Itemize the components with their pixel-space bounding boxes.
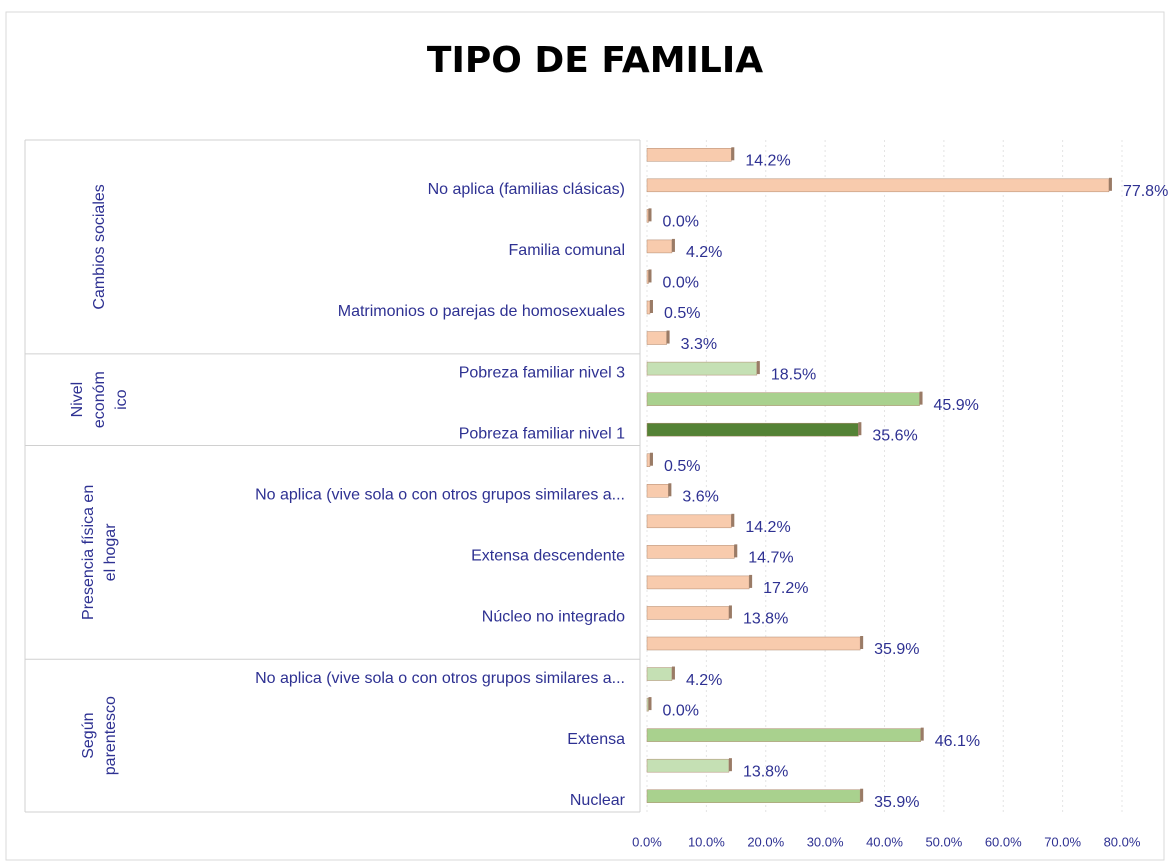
value-label: 0.0%	[663, 214, 699, 231]
bar-edge	[731, 513, 735, 527]
x-tick-label: 0.0%	[632, 834, 662, 849]
group-label: parentesco	[102, 696, 119, 775]
value-label: 14.2%	[745, 519, 790, 536]
bar	[646, 239, 673, 254]
bar	[646, 270, 649, 284]
bar-edge	[648, 269, 652, 283]
bar	[646, 667, 673, 681]
bar	[646, 178, 1110, 193]
bar-edge	[649, 300, 653, 313]
bar	[646, 636, 861, 651]
chart-border	[5, 11, 1165, 861]
bar	[646, 361, 758, 376]
category-label: No aplica (familias clásicas)	[428, 181, 625, 198]
bar	[646, 484, 669, 498]
bar-edge	[756, 361, 760, 375]
bar-edge	[671, 666, 675, 680]
bar	[646, 606, 730, 620]
group-label: ico	[113, 389, 130, 410]
value-label: 0.5%	[664, 305, 700, 322]
bar-edge	[919, 391, 923, 405]
bar-edge	[666, 330, 670, 344]
bar	[646, 575, 750, 590]
bar-edge	[648, 208, 652, 222]
bar-edge	[731, 147, 735, 161]
bar	[646, 392, 920, 406]
bar	[646, 148, 732, 162]
bar	[646, 728, 921, 742]
x-tick-label: 30.0%	[807, 834, 844, 849]
x-tick-label: 10.0%	[688, 834, 725, 849]
bar	[646, 331, 667, 345]
group-label: Según	[80, 713, 97, 759]
value-label: 4.2%	[686, 244, 722, 261]
x-tick-label: 60.0%	[985, 834, 1022, 849]
value-label: 4.2%	[686, 672, 722, 689]
value-label: 13.8%	[743, 763, 788, 780]
category-label: Extensa descendente	[471, 548, 625, 565]
value-label: 18.5%	[771, 366, 816, 383]
bar	[646, 758, 730, 773]
bar-edge	[860, 788, 864, 802]
group-label: económ	[91, 371, 108, 428]
x-tick-label: 20.0%	[747, 834, 784, 849]
bar-edge	[860, 636, 864, 649]
category-label: Núcleo no integrado	[482, 609, 625, 626]
value-label: 14.7%	[748, 550, 793, 567]
category-label: Familia comunal	[509, 242, 625, 259]
category-label: Matrimonios o parejas de homosexuales	[338, 303, 625, 320]
group-label: Cambios sociales	[91, 184, 108, 309]
value-label: 0.0%	[663, 275, 699, 292]
category-label: Extensa	[567, 731, 625, 748]
bar	[646, 697, 649, 712]
category-label: Pobreza familiar nivel 1	[459, 425, 625, 442]
bar	[646, 453, 651, 467]
value-label: 13.8%	[743, 611, 788, 628]
value-label: 35.6%	[872, 427, 917, 444]
value-label: 35.9%	[874, 641, 919, 658]
group-label: Nivel	[69, 382, 86, 418]
bar-edge	[668, 483, 672, 497]
category-label: Nuclear	[570, 792, 626, 809]
bar	[646, 300, 651, 315]
value-label: 0.5%	[664, 458, 700, 475]
value-label: 35.9%	[874, 794, 919, 811]
value-label: 14.2%	[745, 152, 790, 169]
value-label: 3.6%	[682, 488, 718, 505]
x-tick-label: 80.0%	[1104, 834, 1141, 849]
value-label: 77.8%	[1123, 183, 1168, 200]
bar	[646, 545, 735, 559]
category-label: Pobreza familiar nivel 3	[459, 364, 625, 381]
bar	[646, 789, 861, 803]
category-label: No aplica (vive sola o con otros grupos …	[255, 670, 625, 687]
bar-edge	[728, 605, 732, 619]
group-label: el hogar	[102, 523, 119, 581]
value-label: 3.3%	[681, 336, 717, 353]
x-tick-label: 50.0%	[925, 834, 962, 849]
bar-edge	[1108, 177, 1112, 191]
x-tick-label: 40.0%	[866, 834, 903, 849]
category-label: No aplica (vive sola o con otros grupos …	[255, 486, 625, 503]
bar	[646, 514, 732, 529]
value-label: 17.2%	[763, 580, 808, 597]
bar	[646, 422, 859, 437]
bar-edge	[920, 727, 924, 741]
chart-title: TIPO DE FAMILIA	[427, 40, 763, 81]
bar-edge	[648, 697, 652, 711]
value-label: 46.1%	[935, 733, 980, 750]
bar-edge	[858, 422, 862, 436]
bar-edge	[728, 758, 732, 772]
bar-edge	[649, 452, 653, 466]
group-label: Presencia física en	[80, 485, 97, 620]
bar	[646, 209, 649, 223]
value-label: 0.0%	[663, 702, 699, 719]
bar-edge	[671, 238, 675, 252]
bar-edge	[749, 574, 753, 588]
value-label: 45.9%	[934, 397, 979, 414]
x-tick-label: 70.0%	[1044, 834, 1081, 849]
bar-edge	[734, 544, 738, 558]
